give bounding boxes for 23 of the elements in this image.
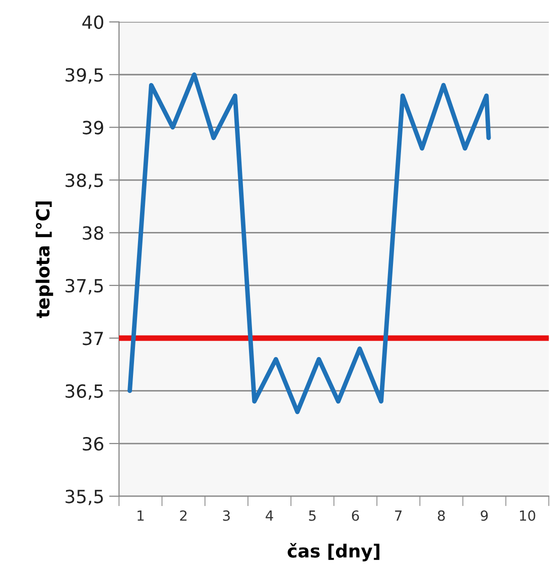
y-tick-label: 39 [82, 120, 104, 134]
x-tick-label: 10 [520, 510, 536, 521]
y-tick-label: 36,5 [66, 384, 103, 400]
y-tick-label: 37 [82, 332, 103, 346]
x-tick-label: 4 [266, 510, 274, 521]
x-tick-label: 5 [309, 510, 316, 521]
y-tick-label: 35,5 [66, 490, 103, 506]
x-tick-label: 2 [180, 510, 187, 521]
line-series [128, 72, 491, 414]
y-tick-label: 37,5 [66, 278, 103, 294]
y-axis-title: teplota [°C] [36, 201, 54, 318]
y-tick-label: 36 [82, 436, 104, 451]
y-tick-label: 38 [82, 226, 104, 240]
x-tick-label: 8 [438, 510, 445, 521]
x-tick-label: 7 [395, 510, 402, 521]
x-tick-label: 6 [352, 510, 359, 521]
x-tick-label: 9 [480, 510, 488, 521]
x-tick-label: 1 [138, 510, 144, 521]
y-tick-label: 39,5 [66, 68, 103, 84]
y-tick-label: 38,5 [66, 173, 103, 189]
x-axis-title: čas [dny] [288, 542, 380, 562]
y-tick-label: 40 [82, 15, 104, 30]
x-tick-label: 3 [223, 510, 230, 521]
